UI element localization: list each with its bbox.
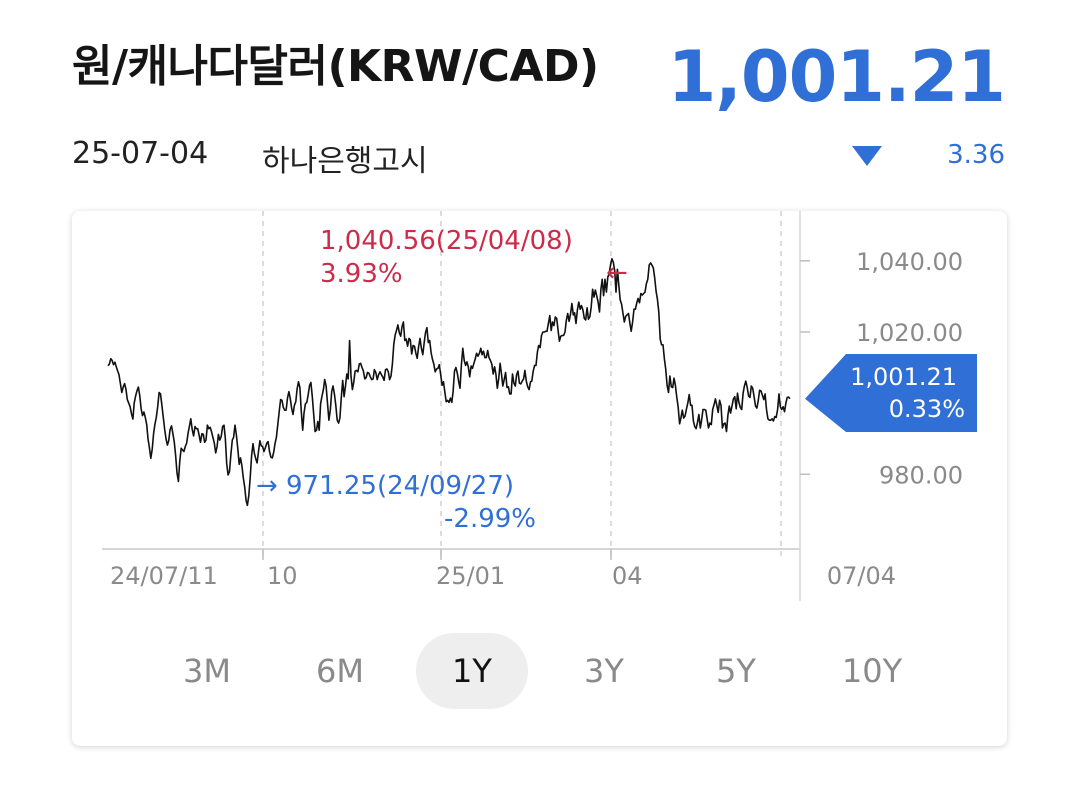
x-tick-label: 10 [267,562,298,590]
range-selector: 3M 6M 1Y 3Y 5Y 10Y [72,631,1007,711]
current-value-pct: 0.33% [889,395,965,423]
quote-source: 하나은행고시 [262,144,428,179]
price-change: 3.36 [947,140,1005,170]
left-arrow-icon: ← [606,258,628,288]
quote-date: 25-07-04 [72,136,209,171]
x-tick-label: 25/01 [436,562,505,590]
y-tick-label: 1,020.00 [856,319,963,347]
high-annotation-label: 1,040.56(25/04/08) [320,226,573,256]
line-chart[interactable]: 1,040.00 1,020.00 980.00 24/07/11 10 25/01 04 0… [72,211,1007,631]
series-line-krw-cad[interactable] [107,258,791,507]
range-button-3y[interactable]: 3Y [584,652,624,690]
current-value-label: 1,001.21 [850,363,957,391]
x-tick-label: 04 [612,562,643,590]
low-annotation-pct: -2.99% [444,504,536,534]
range-button-1y[interactable]: 1Y [416,633,528,709]
right-arrow-icon: → [256,471,278,501]
page-title: 원/캐나다달러(KRW/CAD) [72,41,599,92]
range-button-3m[interactable]: 3M [183,652,231,690]
y-tick-label: 1,040.00 [856,248,963,276]
low-annotation-label: 971.25(24/09/27) [286,471,514,501]
range-button-10y[interactable]: 10Y [841,652,903,690]
chart-card: 1,040.00 1,020.00 980.00 24/07/11 10 25/01 04 0… [72,211,1007,746]
range-button-5y[interactable]: 5Y [716,652,756,690]
current-value-tag [805,354,977,432]
x-tick-label: 24/07/11 [110,562,218,590]
triangle-down-icon [852,146,882,166]
high-annotation-pct: 3.93% [320,259,403,289]
current-price: 1,001.21 [667,36,1006,118]
range-button-6m[interactable]: 6M [316,652,364,690]
y-tick-label: 980.00 [879,461,963,489]
x-tick-label: 07/04 [827,562,896,590]
